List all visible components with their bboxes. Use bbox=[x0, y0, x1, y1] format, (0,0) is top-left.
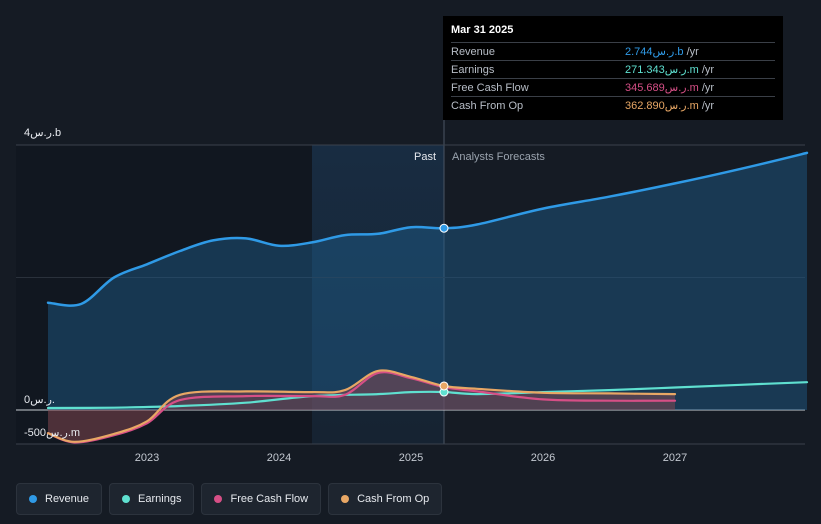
legend-label: Cash From Op bbox=[357, 493, 430, 505]
tooltip-unit: /yr bbox=[686, 46, 699, 58]
tooltip-label: Cash From Op bbox=[451, 99, 524, 112]
legend-label: Revenue bbox=[45, 493, 90, 505]
tooltip-unit: /yr bbox=[701, 64, 715, 76]
tooltip-value: 2.744ر.س.b bbox=[625, 46, 684, 58]
legend-item-free-cash-flow[interactable]: Free Cash Flow bbox=[201, 483, 322, 515]
x-tick-label: 2025 bbox=[399, 452, 423, 464]
legend-item-earnings[interactable]: Earnings bbox=[109, 483, 195, 515]
free-cash-flow-dot-icon bbox=[214, 495, 223, 503]
x-tick-label: 2027 bbox=[663, 452, 687, 464]
tooltip-label: Free Cash Flow bbox=[451, 81, 529, 94]
revenue-area bbox=[48, 152, 807, 410]
revenue-marker bbox=[439, 223, 449, 233]
past-label: Past bbox=[414, 151, 436, 163]
forecast-label: Analysts Forecasts bbox=[452, 151, 545, 163]
tooltip: Mar 31 2025 Revenue 2.744ر.س.b /yr Earni… bbox=[443, 16, 783, 120]
tooltip-row-free-cash-flow: Free Cash Flow 345.689ر.س.m /yr bbox=[451, 78, 775, 96]
tooltip-row-cash-from-op: Cash From Op 362.890ر.س.m /yr bbox=[451, 96, 775, 114]
free-cash-flow-line bbox=[46, 371, 677, 444]
cash-from-op-marker bbox=[439, 381, 449, 391]
revenue-line bbox=[46, 151, 809, 307]
tooltip-value: 271.343ر.س.m bbox=[625, 64, 699, 76]
legend: Revenue Earnings Free Cash Flow Cash Fro… bbox=[16, 483, 443, 515]
earnings-line bbox=[46, 381, 809, 410]
tooltip-value: 362.890ر.س.m bbox=[625, 100, 699, 112]
earnings-dot-icon bbox=[122, 495, 131, 503]
legend-label: Earnings bbox=[138, 493, 182, 505]
tooltip-row-revenue: Revenue 2.744ر.س.b /yr bbox=[451, 42, 775, 60]
y-axis-label: 0ر.س. bbox=[24, 394, 55, 406]
x-tick-label: 2026 bbox=[531, 452, 555, 464]
tooltip-value: 345.689ر.س.m bbox=[625, 82, 699, 94]
legend-item-cash-from-op[interactable]: Cash From Op bbox=[328, 483, 443, 515]
tooltip-unit: /yr bbox=[701, 100, 715, 112]
legend-item-revenue[interactable]: Revenue bbox=[16, 483, 103, 515]
legend-label: Free Cash Flow bbox=[230, 493, 309, 505]
cash-from-op-area bbox=[48, 370, 675, 442]
tooltip-date: Mar 31 2025 bbox=[451, 24, 514, 36]
cash-from-op-line bbox=[46, 369, 677, 443]
tooltip-unit: /yr bbox=[701, 82, 715, 94]
x-tick-label: 2024 bbox=[267, 452, 291, 464]
tooltip-label: Earnings bbox=[451, 63, 495, 76]
cash-from-op-dot-icon bbox=[341, 495, 350, 503]
tooltip-row-earnings: Earnings 271.343ر.س.m /yr bbox=[451, 60, 775, 78]
tooltip-label: Revenue bbox=[451, 45, 496, 58]
x-tick-label: 2023 bbox=[135, 452, 159, 464]
y-axis-label: -500ر.س.m bbox=[24, 427, 80, 439]
y-axis-label: 4ر.س.b bbox=[24, 127, 61, 139]
revenue-dot-icon bbox=[29, 495, 37, 503]
